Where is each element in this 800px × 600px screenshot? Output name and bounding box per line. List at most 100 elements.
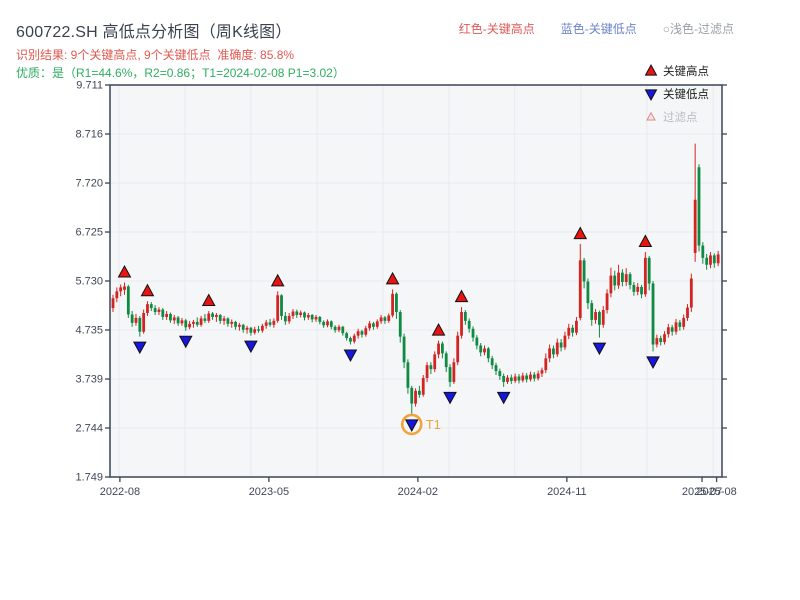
legend-item-label: 关键低点 [663,87,709,101]
candle-body [586,281,590,304]
key-low-marker [132,341,147,355]
y-axis-label: 5.730 [75,276,103,288]
candle-body [463,312,467,321]
candle-body [693,199,697,253]
candle-body [513,376,517,381]
candle-body [146,304,149,314]
candle-body [119,287,123,292]
candle-body [605,293,609,311]
candle-body [609,275,613,294]
candle-body [234,321,237,327]
candle-body [598,312,601,325]
candle-body [448,367,452,382]
candle-body [674,322,678,332]
candle-body [544,358,548,371]
candle-body [716,254,720,264]
candle-body [647,257,651,284]
candle-body [479,345,483,353]
candle-body [655,338,659,345]
candle-body [161,309,165,317]
candle-body [440,343,444,354]
candle-body [686,307,689,318]
candle-body [280,295,283,316]
t1-label: T1 [426,417,441,432]
legend-item-label: 过滤点 [663,111,698,124]
candle-body [640,286,643,295]
candle-body [260,325,264,331]
candle-body [617,272,620,286]
candle-body [429,365,433,370]
candle-body [215,314,218,317]
key-high-marker [431,323,446,336]
candle-body [410,387,414,404]
candle-body [349,338,352,342]
y-axis-label: 1.749 [75,472,103,484]
candle-body [548,348,552,359]
x-axis-label: 2024-02 [398,486,438,498]
candle-body [643,257,647,295]
candle-body [444,353,448,368]
candle-body [253,329,257,333]
color-key-low-label: 蓝色-关键低点 [560,22,637,36]
candles-group [111,143,720,415]
key-low-marker [443,391,457,405]
candle-body [628,274,632,285]
candle-body [467,320,471,329]
x-axis-label: 2025-07 [682,486,722,498]
candle-body [682,317,686,327]
color-key-row: 红色-关键高点 蓝色-关键低点 ○浅色-过滤点 [459,20,734,37]
candle-body [506,377,509,382]
candle-body [490,358,494,366]
recognition-result-text: 识别结果: 9个关键高点, 9个关键低点 准确度: 85.8% [16,48,295,62]
candle-body [689,278,693,308]
key-high-marker [201,293,216,307]
candle-body [433,354,437,370]
triangle-up-icon [644,64,658,76]
candle-body [283,315,287,322]
candle-body [452,362,456,382]
candle-body [387,315,391,321]
y-axis-label: 7.720 [75,178,103,190]
candle-body [130,314,134,323]
candle-body [709,255,712,265]
candle-body [142,313,146,332]
key-low-markers [132,335,660,432]
x-axis-label: 2024-11 [547,486,587,498]
candle-body [398,312,402,337]
candle-body [697,167,701,246]
key-high-marker [573,226,588,240]
candle-body [188,323,191,328]
candle-body [165,313,169,317]
candle-body [540,370,544,374]
candle-body [134,317,138,323]
candle-body [337,326,341,331]
x-axis-label: 2025-08 [696,486,736,498]
candle-body [291,311,295,316]
candle-body [421,377,425,395]
candle-body [184,320,188,328]
candle-body [601,310,605,325]
candle-body [192,321,195,324]
candle-body [475,337,479,346]
candle-body [437,343,440,355]
key-high-marker [638,234,653,247]
candle-body [502,376,506,382]
candle-body [494,365,498,372]
candle-body [563,335,567,348]
candle-body [414,390,417,404]
y-axis-label: 2.744 [75,423,103,435]
candle-body [613,275,617,286]
candle-body [636,286,640,292]
candle-body [333,326,337,331]
candle-body [326,321,329,326]
candle-body [395,293,398,313]
candle-body [663,334,666,343]
candle-body [471,328,475,338]
candle-body [123,286,126,290]
candle-body [517,376,521,381]
candle-body [364,328,368,335]
candle-body [276,295,280,321]
candle-body [249,327,253,333]
candle-body [578,260,582,318]
